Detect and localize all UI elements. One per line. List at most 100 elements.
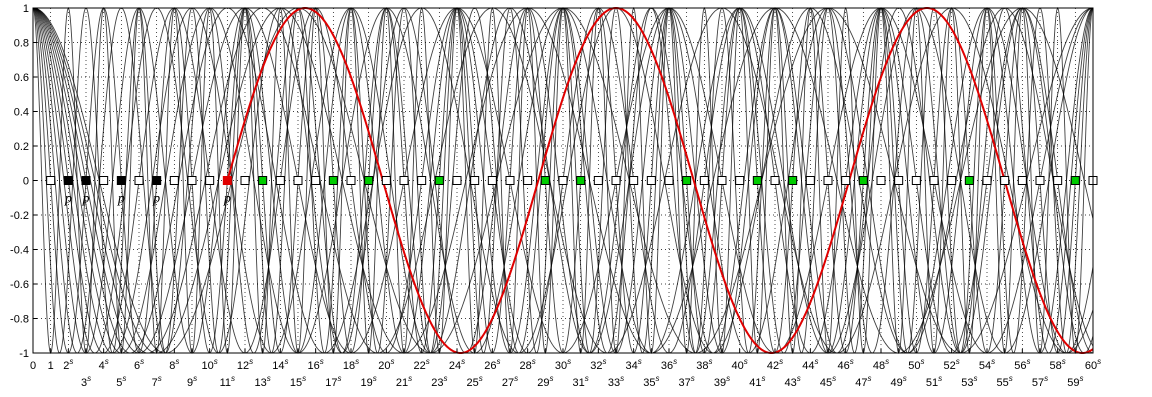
marker-empty-44 bbox=[805, 176, 815, 185]
x-tick-label: 52s bbox=[944, 357, 960, 372]
x-tick-label: 35s bbox=[643, 374, 659, 389]
y-tick-label: 1 bbox=[23, 3, 29, 15]
x-tick-label: 21s bbox=[396, 374, 412, 389]
x-tick-label: 57s bbox=[1032, 374, 1048, 389]
x-tick-label: 41s bbox=[749, 374, 765, 389]
x-tick-label: 38s bbox=[696, 357, 712, 372]
marker-empty-21 bbox=[399, 176, 409, 185]
y-tick-label: 0.6 bbox=[14, 72, 29, 84]
marker-empty-51 bbox=[929, 176, 939, 185]
marker-empty-15 bbox=[293, 176, 303, 185]
marker-red-11 bbox=[222, 176, 232, 185]
curve-period-13 bbox=[32, 7, 1094, 354]
marker-empty-48 bbox=[876, 176, 886, 185]
marker-empty-52 bbox=[947, 176, 957, 185]
curve-period-14 bbox=[32, 7, 1094, 354]
x-tick-label: 50s bbox=[908, 357, 924, 372]
x-tick-label: 24s bbox=[449, 357, 465, 372]
x-tick-label: 60s bbox=[1085, 357, 1101, 372]
x-tick-label: 18s bbox=[343, 357, 359, 372]
marker-empty-22 bbox=[417, 176, 427, 185]
marker-empty-30 bbox=[558, 176, 568, 185]
marker-empty-18 bbox=[346, 176, 356, 185]
marker-empty-33 bbox=[611, 176, 621, 185]
curve-period-9 bbox=[32, 7, 1094, 354]
marker-empty-6 bbox=[134, 176, 144, 185]
marker-empty-45 bbox=[823, 176, 833, 185]
x-tick-label: 33s bbox=[608, 374, 624, 389]
marker-empty-32 bbox=[593, 176, 603, 185]
markers bbox=[46, 176, 1098, 185]
marker-empty-20 bbox=[381, 176, 391, 185]
x-tick-label: 23s bbox=[431, 374, 447, 389]
x-tick-label: 6s bbox=[134, 357, 144, 372]
x-tick-label: 7s bbox=[152, 374, 162, 389]
marker-empty-12 bbox=[240, 176, 250, 185]
y-tick-label: -0.8 bbox=[10, 314, 29, 326]
x-tick-label: 25s bbox=[467, 374, 483, 389]
marker-empty-9 bbox=[187, 176, 197, 185]
x-tick-label: 46s bbox=[838, 357, 854, 372]
x-tick-label: 30s bbox=[555, 357, 571, 372]
x-tick-label: 44s bbox=[802, 357, 818, 372]
axes bbox=[32, 7, 1094, 354]
x-tick-label: 54s bbox=[979, 357, 995, 372]
x-tick-label: 26s bbox=[484, 357, 500, 372]
annotation-p: p bbox=[82, 192, 90, 207]
marker-empty-38 bbox=[699, 176, 709, 185]
x-tick-label: 17s bbox=[325, 374, 341, 389]
y-tick-label: -0.2 bbox=[10, 210, 29, 222]
marker-green-59 bbox=[1070, 176, 1080, 185]
x-tick-label: 42s bbox=[767, 357, 783, 372]
x-tick-label: 14s bbox=[272, 357, 288, 372]
x-tick-label: 51s bbox=[926, 374, 942, 389]
marker-empty-36 bbox=[664, 176, 674, 185]
marker-black-5 bbox=[116, 176, 126, 185]
x-tick-label: 12s bbox=[237, 357, 253, 372]
x-tick-label: 49s bbox=[891, 374, 907, 389]
marker-empty-24 bbox=[452, 176, 462, 185]
marker-green-29 bbox=[540, 176, 550, 185]
annotation-p: p bbox=[223, 192, 231, 207]
x-tick-label: 27s bbox=[502, 374, 518, 389]
marker-empty-56 bbox=[1017, 176, 1027, 185]
marker-black-2 bbox=[63, 176, 73, 185]
marker-empty-50 bbox=[911, 176, 921, 185]
marker-green-19 bbox=[364, 176, 374, 185]
x-tick-label: 31s bbox=[573, 374, 589, 389]
x-tick-label: 58s bbox=[1050, 357, 1066, 372]
x-tick-label: 59s bbox=[1067, 374, 1083, 389]
marker-empty-49 bbox=[894, 176, 904, 185]
y-tick-label: 0 bbox=[23, 176, 29, 188]
x-tick-label: 11s bbox=[220, 374, 235, 389]
curve-highlight bbox=[226, 6, 1094, 355]
marker-empty-35 bbox=[646, 176, 656, 185]
x-tick-labels: 0 1 2s 4s 6s 8s 10s 12s 14s 16s 18s 20s 22s 24s 26s 28s… bbox=[30, 357, 1101, 389]
y-tick-label: 0.4 bbox=[14, 107, 29, 119]
marker-green-23 bbox=[434, 176, 444, 185]
marker-empty-58 bbox=[1053, 176, 1063, 185]
y-tick-labels: 1 0.8 0.6 0.4 0.2 0 -0.2 -0.4 -0.6 -0.8 -1 bbox=[10, 3, 29, 360]
annotation-p: p bbox=[64, 192, 72, 207]
x-tick-label: 4s bbox=[99, 357, 109, 372]
x-tick-label: 9s bbox=[187, 374, 197, 389]
x-tick-label: 5s bbox=[116, 374, 126, 389]
x-tick-label: 40s bbox=[732, 357, 748, 372]
marker-empty-26 bbox=[487, 176, 497, 185]
marker-green-17 bbox=[328, 176, 338, 185]
x-tick-label: 0 bbox=[30, 360, 36, 372]
x-tick-label: 22s bbox=[414, 357, 430, 372]
x-tick-label: 48s bbox=[873, 357, 889, 372]
marker-empty-55 bbox=[1000, 176, 1010, 185]
x-tick-label: 8s bbox=[169, 357, 179, 372]
x-tick-label: 15s bbox=[290, 374, 306, 389]
curve-period-7 bbox=[32, 7, 1094, 354]
x-tick-label: 10s bbox=[202, 357, 218, 372]
marker-empty-42 bbox=[770, 176, 780, 185]
x-tick-label: 39s bbox=[714, 374, 730, 389]
marker-black-7 bbox=[152, 176, 162, 185]
x-tick-label: 2s bbox=[63, 357, 73, 372]
y-tick-label: 0.2 bbox=[14, 141, 29, 153]
marker-empty-34 bbox=[629, 176, 639, 185]
